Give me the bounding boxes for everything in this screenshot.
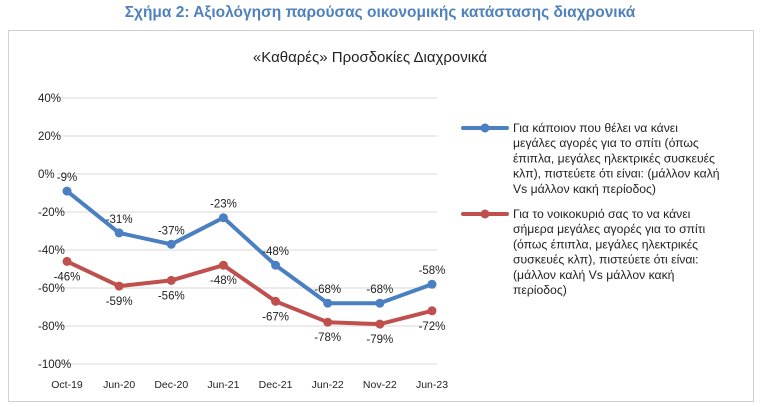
data-label: -23% (210, 199, 237, 211)
legend-label-line: περίοδος) (513, 283, 567, 297)
data-point (427, 279, 437, 289)
y-tick-label: 0% (38, 169, 55, 181)
legend-label-line: (μάλλον καλή Vs μάλλον κακή (513, 268, 674, 282)
data-point (166, 275, 176, 285)
data-point (323, 317, 333, 327)
data-label: -72% (419, 321, 446, 333)
series-group: -9% -31% -37% -23% -48% -68% -68% -58% -46% -59% -… (54, 172, 446, 346)
data-label: -56% (158, 290, 185, 302)
series-line-2 (65, 259, 434, 327)
data-label: -48% (262, 246, 289, 258)
legend-label-line: συσκευές κλπ), πιστεύετε ότι είναι: (513, 253, 699, 267)
x-tick-label: Jun-23 (416, 379, 448, 391)
x-tick-label: Nov-22 (363, 379, 397, 391)
data-label: -48% (210, 275, 237, 287)
data-label: -58% (419, 265, 446, 277)
x-tick-label: Oct-19 (51, 379, 83, 391)
data-label: -37% (158, 225, 185, 237)
x-tick-label: Dec-20 (154, 379, 188, 391)
data-point (271, 260, 281, 270)
legend-swatch-marker (480, 209, 490, 219)
data-label: -68% (314, 284, 341, 296)
x-tick-label: Jun-20 (103, 379, 135, 391)
data-point (114, 281, 124, 291)
data-point (218, 213, 228, 223)
y-tick-label: 20% (38, 131, 61, 143)
x-tick-label: Jun-21 (207, 379, 239, 391)
data-point (218, 260, 228, 270)
y-tick-label: -80% (38, 321, 65, 333)
y-tick-label: 40% (38, 93, 61, 105)
y-tick-label: -20% (38, 207, 65, 219)
series-line-1 (65, 189, 434, 306)
y-tick-label: -40% (38, 245, 65, 257)
data-point (323, 298, 333, 308)
data-point (375, 319, 385, 329)
y-axis: 40% 20% 0% -20% -40% -60% -80% -100% (38, 93, 71, 371)
data-point (114, 228, 124, 238)
data-point (271, 296, 281, 306)
data-point (62, 256, 72, 266)
data-label: -59% (106, 296, 133, 308)
data-point (166, 239, 176, 249)
legend-swatch-marker (480, 123, 490, 133)
data-point (375, 298, 385, 308)
y-tick-label: -60% (38, 283, 65, 295)
legend-label-line: Για το νοικοκυριό σας το να κάνει (513, 207, 691, 221)
legend-label-line: έπιπλα, μεγάλες ηλεκτρικές συσκευές (513, 151, 715, 165)
legend-label-line: Vs μάλλον κακή περίοδος) (513, 182, 656, 196)
legend-label-line: (όπως έπιπλα, μεγάλες ηλεκτρικές (513, 237, 698, 251)
data-point (427, 306, 437, 316)
data-point (62, 186, 72, 196)
x-axis: Oct-19 Jun-20 Dec-20 Jun-21 Dec-21 Jun-22 Nov-… (51, 379, 448, 391)
legend-label-line: μεγάλες αγορές για το σπίτι (όπως (513, 136, 699, 150)
data-label: -79% (366, 334, 393, 346)
data-label: -31% (106, 214, 133, 226)
figure-title: Σχήμα 2: Αξιολόγηση παρούσας οικονομικής… (124, 4, 636, 21)
data-label: -78% (314, 332, 341, 344)
legend-label-line: Για κάποιον που θέλει να κάνει (513, 121, 678, 135)
x-tick-label: Jun-22 (312, 379, 344, 391)
x-tick-label: Dec-21 (259, 379, 293, 391)
data-label: -9% (57, 172, 77, 184)
data-label: -68% (366, 284, 393, 296)
chart-title: «Καθαρές» Προσδοκίες Διαχρονικά (253, 49, 487, 66)
chart-frame (8, 30, 754, 402)
legend-label-line: σήμερα μεγάλες αγορές για το σπίτι (513, 222, 706, 236)
y-tick-label: -100% (38, 359, 71, 371)
data-label: -46% (54, 271, 81, 283)
legend-label-line: κλπ), πιστεύετε ότι είναι: (μάλλον καλή (513, 167, 720, 181)
data-label: -67% (262, 311, 289, 323)
